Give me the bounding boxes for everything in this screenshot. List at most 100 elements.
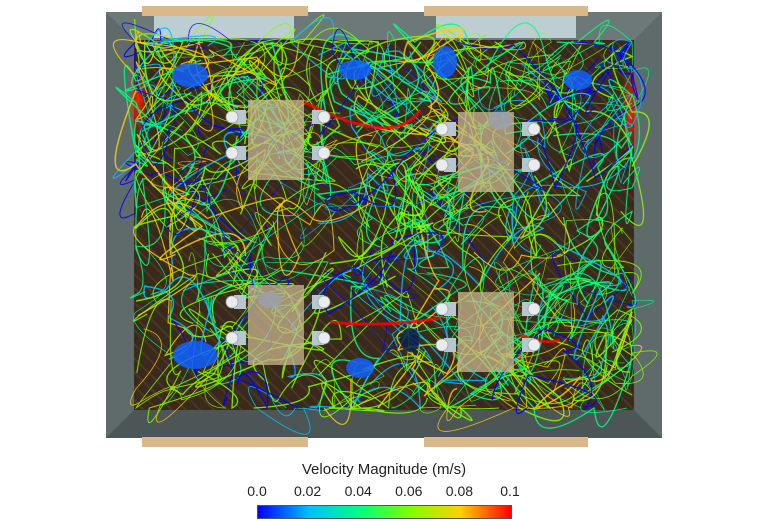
streamline — [133, 151, 263, 302]
streamline — [448, 41, 521, 114]
window-ledges — [142, 6, 588, 447]
streamline — [135, 27, 217, 127]
streamline — [315, 141, 422, 213]
streamline — [183, 275, 396, 388]
desk-groups — [225, 100, 541, 372]
chair — [522, 122, 541, 136]
streamline-jet — [329, 316, 441, 326]
streamline — [498, 267, 608, 324]
streamline — [247, 386, 322, 435]
streamline-jet — [299, 98, 422, 130]
streamline — [135, 49, 238, 124]
streamline — [414, 177, 582, 295]
streamline — [550, 41, 633, 75]
streamline — [135, 263, 258, 410]
desk — [458, 292, 514, 372]
streamline — [592, 50, 650, 167]
streamline — [573, 41, 639, 115]
streamline — [493, 99, 550, 255]
streamline — [464, 41, 584, 82]
chair — [312, 331, 331, 345]
streamline — [513, 242, 637, 354]
streamline — [286, 343, 421, 410]
desk-group — [225, 285, 331, 365]
streamline — [185, 41, 299, 132]
streamline — [307, 57, 379, 148]
streamline — [473, 201, 570, 271]
streamline — [456, 263, 588, 402]
chair — [312, 110, 331, 124]
streamline — [205, 209, 305, 268]
streamline — [313, 345, 499, 418]
streamline — [438, 168, 524, 245]
streamline — [325, 57, 420, 129]
streamline — [133, 157, 255, 213]
desk-group — [435, 292, 541, 372]
streamline — [114, 90, 204, 261]
streamline — [420, 33, 536, 155]
streamline — [135, 144, 247, 257]
streamline — [261, 27, 386, 68]
streamline — [535, 270, 614, 305]
colorbar-tick-label: 0.1 — [500, 483, 520, 499]
streamline — [254, 183, 335, 265]
streamline — [129, 173, 166, 299]
streamline — [477, 62, 633, 184]
chair — [312, 146, 331, 160]
chair — [225, 146, 246, 160]
streamline — [328, 397, 428, 414]
chair — [435, 158, 456, 172]
streamline — [445, 37, 518, 91]
chair — [522, 302, 541, 316]
streamline — [573, 318, 633, 402]
chair — [435, 122, 456, 136]
streamline — [151, 160, 207, 200]
streamline — [557, 61, 633, 125]
chair — [435, 302, 456, 316]
streamline — [135, 178, 233, 302]
desk-group — [435, 112, 541, 192]
streamline — [350, 80, 449, 170]
streamline — [317, 105, 439, 224]
streamline — [124, 39, 269, 109]
streamline — [152, 14, 307, 137]
streamline — [423, 41, 561, 130]
streamline — [483, 187, 615, 335]
streamline — [129, 28, 192, 102]
streamline — [532, 311, 633, 410]
streamlines — [112, 14, 658, 435]
streamline — [437, 302, 575, 432]
streamline — [352, 225, 416, 292]
streamline — [183, 41, 374, 102]
streamline — [488, 24, 633, 120]
colorbar-title: Velocity Magnitude (m/s) — [301, 461, 467, 478]
colorbar-tick-label: 0.04 — [344, 483, 372, 499]
streamline — [133, 197, 285, 317]
streamline — [130, 328, 207, 423]
streamline — [426, 28, 526, 62]
streamline — [329, 110, 444, 265]
streamline — [322, 232, 444, 315]
streamline — [133, 246, 190, 406]
colorbar-tick-label: 0.02 — [293, 483, 322, 499]
chair — [312, 295, 331, 309]
streamline — [607, 39, 643, 128]
streamline — [495, 358, 633, 429]
desk-group — [225, 100, 331, 180]
streamline — [176, 157, 261, 293]
streamline — [188, 252, 287, 409]
colorbar-tick-label: 0.08 — [445, 483, 474, 499]
streamline — [136, 298, 252, 424]
streamline — [232, 371, 298, 411]
streamline — [415, 170, 514, 227]
streamline — [458, 41, 583, 153]
chair — [225, 331, 246, 345]
streamline — [456, 339, 633, 405]
streamline — [207, 197, 378, 318]
streamline — [318, 270, 419, 381]
chair — [435, 338, 456, 352]
streamline — [360, 123, 413, 191]
streamline — [356, 181, 531, 270]
streamline-jet — [519, 333, 561, 344]
